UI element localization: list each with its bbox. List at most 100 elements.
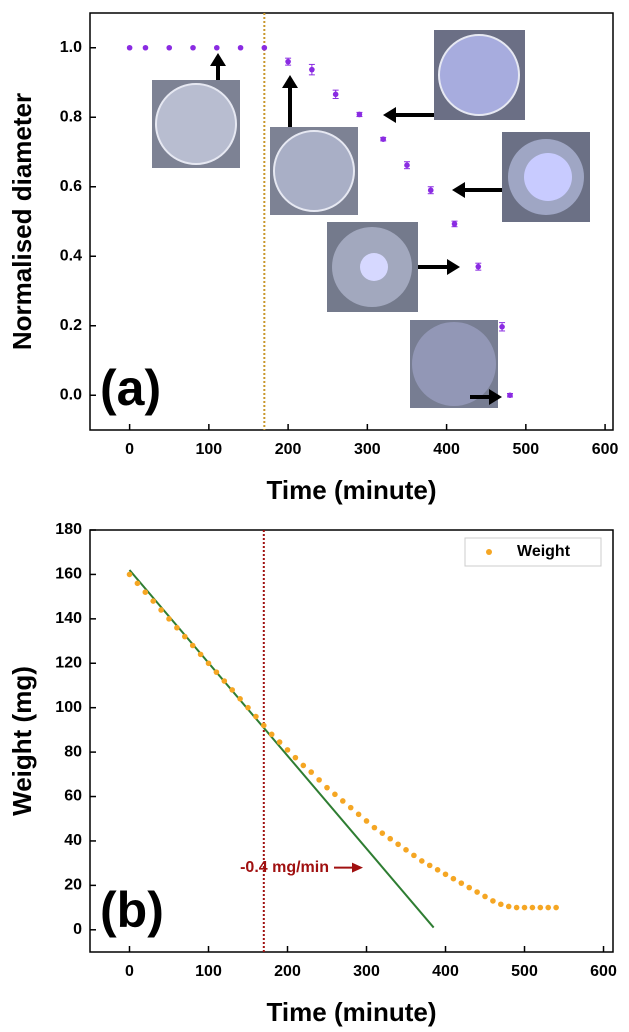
point bbox=[537, 904, 544, 911]
point bbox=[324, 784, 330, 791]
point bbox=[150, 598, 157, 604]
x-tick-label: 300 bbox=[353, 963, 380, 980]
x-tick-label: 500 bbox=[512, 441, 539, 458]
point bbox=[490, 898, 496, 904]
y-tick-label: 120 bbox=[55, 654, 82, 671]
point bbox=[142, 589, 149, 595]
point bbox=[300, 762, 307, 769]
fit-line bbox=[128, 569, 435, 929]
point bbox=[521, 904, 528, 911]
y-axis-title: Weight (mg) bbox=[7, 666, 37, 816]
x-tick-label: 0 bbox=[125, 963, 134, 980]
y-tick-label: 0.8 bbox=[60, 108, 82, 125]
point bbox=[529, 904, 536, 911]
point bbox=[475, 263, 482, 270]
y-tick-label: 1.0 bbox=[60, 39, 82, 56]
panel: 0 100 200 300 400 500 600 0.0 0.2 0.4 0.6 0.8 1.0 Tim… bbox=[7, 12, 619, 505]
point bbox=[237, 44, 244, 51]
point bbox=[545, 904, 552, 911]
point bbox=[499, 323, 505, 330]
x-axis-title: Time (minute) bbox=[267, 997, 437, 1027]
point bbox=[482, 893, 488, 900]
point bbox=[458, 880, 465, 886]
point bbox=[213, 669, 220, 675]
y-tick-label: 0.4 bbox=[60, 247, 82, 264]
point bbox=[507, 392, 513, 399]
x-tick-label: 200 bbox=[274, 963, 301, 980]
y-tick-label: 80 bbox=[64, 743, 82, 760]
point bbox=[134, 580, 141, 587]
point bbox=[292, 754, 299, 761]
y-tick-label: 180 bbox=[55, 521, 82, 538]
x-tick-label: 300 bbox=[354, 441, 381, 458]
plot-frame bbox=[89, 12, 614, 431]
point bbox=[380, 136, 386, 142]
point bbox=[261, 44, 268, 51]
point bbox=[474, 889, 480, 895]
point bbox=[229, 687, 236, 693]
point bbox=[316, 777, 322, 783]
point bbox=[237, 696, 243, 702]
point bbox=[356, 111, 363, 118]
x-tick-label: 200 bbox=[275, 441, 302, 458]
point bbox=[332, 91, 339, 98]
x-tick-label: 400 bbox=[432, 963, 459, 980]
point bbox=[174, 624, 180, 631]
arrows bbox=[210, 53, 502, 405]
point bbox=[332, 791, 338, 798]
point bbox=[284, 747, 291, 753]
point bbox=[261, 722, 267, 729]
panel: 0 100 200 300 400 500 600 0 20 40 60 80 100 120 140 160… bbox=[7, 521, 617, 1027]
point bbox=[466, 884, 473, 891]
point bbox=[395, 841, 401, 848]
photos bbox=[152, 30, 590, 408]
point bbox=[363, 818, 370, 824]
y-tick-label: 0.0 bbox=[60, 386, 82, 403]
point bbox=[498, 901, 504, 908]
y-tick-label: 0.2 bbox=[60, 317, 82, 334]
point bbox=[126, 571, 133, 578]
point bbox=[253, 713, 259, 720]
y-tick-label: 140 bbox=[55, 610, 82, 627]
point bbox=[126, 44, 133, 51]
point bbox=[347, 804, 354, 811]
point bbox=[387, 835, 394, 842]
point bbox=[442, 871, 449, 878]
x-axis-title: Time (minute) bbox=[267, 475, 437, 505]
point bbox=[309, 66, 315, 73]
point bbox=[411, 852, 417, 859]
point bbox=[166, 616, 172, 622]
y-axis-title: Normalised diameter bbox=[7, 93, 37, 350]
point bbox=[404, 162, 410, 169]
point bbox=[371, 824, 378, 831]
point bbox=[213, 44, 220, 51]
point bbox=[505, 903, 512, 910]
point bbox=[221, 678, 228, 684]
x-tick-label: 100 bbox=[196, 441, 223, 458]
point bbox=[190, 44, 196, 51]
x-tick-label: 500 bbox=[511, 963, 538, 980]
y-tick-label: 60 bbox=[64, 788, 82, 805]
point bbox=[379, 830, 386, 836]
panel-label: (a) bbox=[100, 360, 161, 416]
point bbox=[513, 904, 520, 911]
x-tick-label: 600 bbox=[592, 441, 619, 458]
y-tick-label: 0 bbox=[73, 921, 82, 938]
x-tick-label: 400 bbox=[433, 441, 460, 458]
point bbox=[276, 739, 283, 745]
x-tick-label: 100 bbox=[195, 963, 222, 980]
point bbox=[419, 858, 425, 864]
point bbox=[553, 904, 559, 911]
point bbox=[434, 867, 441, 873]
point bbox=[355, 811, 362, 818]
y-tick-label: 160 bbox=[55, 566, 82, 583]
point bbox=[205, 660, 212, 667]
point bbox=[142, 44, 149, 51]
point bbox=[450, 875, 457, 882]
point bbox=[340, 798, 346, 804]
point bbox=[403, 847, 409, 853]
point bbox=[268, 731, 275, 738]
point bbox=[245, 704, 251, 711]
point bbox=[189, 642, 196, 649]
point bbox=[182, 633, 188, 640]
